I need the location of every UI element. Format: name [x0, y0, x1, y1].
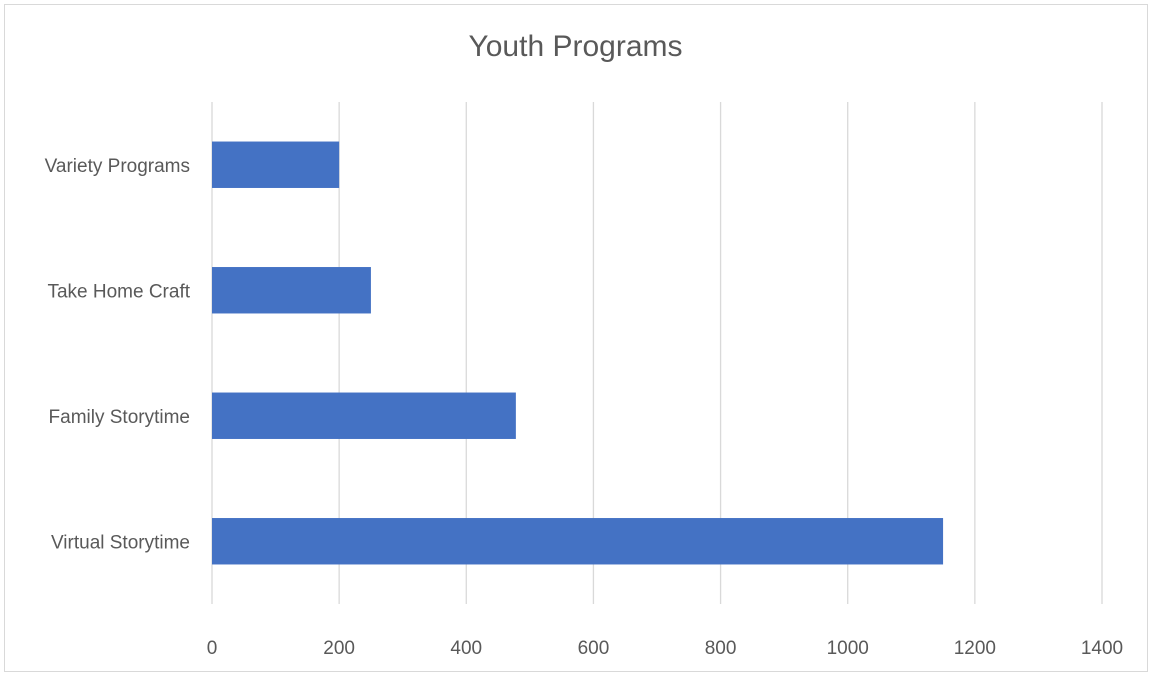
x-tick-label: 400	[450, 638, 482, 659]
x-tick-label: 600	[578, 638, 610, 659]
category-label: Virtual Storytime	[51, 532, 190, 553]
bars	[212, 141, 944, 565]
chart-title: Youth Programs	[468, 30, 683, 63]
bar-variety-programs	[212, 141, 340, 188]
x-tick-label: 0	[207, 638, 218, 659]
category-label: Take Home Craft	[47, 281, 190, 302]
bar-take-home-craft	[212, 267, 371, 314]
category-label: Variety Programs	[45, 156, 190, 177]
category-labels: Virtual Storytime Family Storytime Take Ho…	[45, 156, 191, 554]
x-tick-label: 1400	[1081, 638, 1123, 659]
x-tick-label: 1200	[954, 638, 996, 659]
x-tick-labels: 0 200 400 600 800 1000 1200 1400	[207, 638, 1123, 659]
bar-virtual-storytime	[212, 518, 944, 565]
bar-family-storytime	[212, 392, 516, 439]
x-tick-label: 800	[705, 638, 737, 659]
x-tick-label: 200	[323, 638, 355, 659]
x-tick-label: 1000	[827, 638, 869, 659]
category-label: Family Storytime	[49, 407, 190, 428]
